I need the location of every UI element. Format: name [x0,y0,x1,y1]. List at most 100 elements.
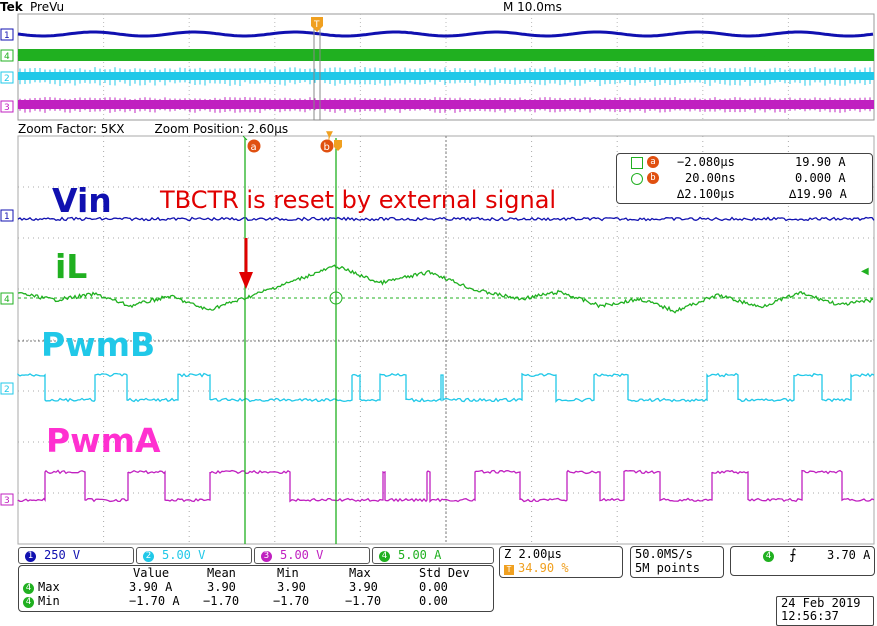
meas-header-mean: Mean [207,566,236,580]
circle-icon [631,173,643,185]
zoom-channel-markers: 1 4 2 3 [0,209,14,506]
measurement-mean: 3.90 [207,580,236,594]
record-length: 5M points [635,561,701,575]
zoom-position: Zoom Position: 2.60µs [154,122,289,136]
svg-text:1: 1 [4,212,10,222]
trigger-position: 34.90 % [518,561,569,575]
acquisition-mode: PreVu [30,0,65,14]
svg-text:3: 3 [4,496,10,506]
rising-edge-icon: ⨍ [789,547,797,563]
overview-trace-pwmb [18,72,874,80]
table-row: 4 Min −1.70 A −1.70 −1.70 −1.70 0.00 [23,594,489,608]
trigger-indicator-icon: ▼ [326,130,333,140]
trace-pwmb [17,372,875,403]
meas-header-value: Value [133,566,170,580]
cursor-a-time: −2.080µs [677,155,735,169]
measurement-value: −1.70 A [129,594,180,608]
trigger-level: 3.70 A [827,548,871,562]
measurements-table: Value Mean Min Max Std Dev 4 Max 3.90 A 3… [23,566,489,608]
channel-1-badge: 1 [25,551,36,562]
zoom-scale: Z 2.00µs [504,547,562,561]
overview-channel-markers: 1 4 2 3 [0,28,14,113]
date: 24 Feb 2019 [781,596,861,610]
cursor-b-time: 20.00ns [685,171,736,185]
measurement-name: Max [38,580,60,594]
svg-text:4: 4 [4,52,10,62]
channel-3-scale[interactable]: 3 5.00 V [254,547,370,564]
cursor-a-value: 19.90 A [795,155,846,169]
trace-vin [17,216,875,222]
measurement-max: −1.70 [345,594,382,608]
measurement-channel-badge: 4 [23,597,34,608]
sample-rate: 50.0MS/s [635,547,693,561]
trigger-icon: T [504,565,514,575]
channel-2-scale[interactable]: 2 5.00 V [136,547,252,564]
svg-text:4: 4 [4,295,10,305]
offscreen-arrow-icon: ◀ [861,266,869,277]
meas-header-stddev: Std Dev [419,566,470,580]
measurement-channel-badge: 4 [23,583,34,594]
channel-3-scale-value: 5.00 V [280,548,324,562]
timebase-readout[interactable]: M 10.0ms [503,0,562,14]
channel-4-scale[interactable]: 4 5.00 A [372,547,494,564]
label-pwmb: PwmB [41,325,155,364]
zoom-window: a b ▼ ◀ [17,130,875,545]
cursor-b-icon: b [647,172,659,184]
svg-text:b: b [324,142,330,153]
meas-header-min: Min [277,566,299,580]
measurement-min: −1.70 [273,594,310,608]
measurement-std: 0.00 [419,580,448,594]
channel-1-scale[interactable]: 1 250 V [18,547,134,564]
label-vin: Vin [52,181,112,220]
cursor-a-icon: a [647,156,659,168]
label-pwma: PwmA [46,421,161,460]
cursor-b-value: 0.000 A [795,171,846,185]
svg-text:3: 3 [4,103,10,113]
overview-trace-pwma [18,100,874,109]
cursor-a-marker[interactable]: a [247,139,261,154]
datetime-panel: 24 Feb 2019 12:56:37 [776,596,874,626]
square-icon [631,157,643,169]
status-bar: Tek PreVu M 10.0ms [0,0,877,14]
svg-text:2: 2 [4,385,10,395]
zoom-info: Zoom Factor: 5KX Zoom Position: 2.60µs [18,122,318,136]
label-il: iL [55,247,87,286]
measurement-min: 3.90 [277,580,306,594]
overview-window: T [17,13,875,121]
measurement-value: 3.90 A [129,580,173,594]
channel-3-badge: 3 [261,551,272,562]
annotation-title: TBCTR is reset by external signal [159,186,556,214]
cursor-delta-time: ∆2.100µs [677,187,735,201]
channel-4-scale-value: 5.00 A [398,548,442,562]
cursor-b-marker[interactable]: b [320,139,343,154]
channel-4-badge: 4 [379,551,390,562]
acquisition-panel[interactable]: 50.0MS/s 5M points [630,546,724,578]
cursor-delta-value: ∆19.90 A [789,187,847,201]
zoom-factor: Zoom Factor: 5KX [18,122,125,136]
cursor-b-crosshair [329,291,343,305]
red-arrow-icon [239,238,253,289]
trigger-position-marker[interactable]: T [311,17,323,32]
trace-il [17,264,874,314]
measurement-std: 0.00 [419,594,448,608]
trigger-channel-badge: 4 [763,551,774,562]
table-row: 4 Max 3.90 A 3.90 3.90 3.90 0.00 [23,580,489,594]
measurement-max: 3.90 [349,580,378,594]
brand-label: Tek [0,0,23,14]
svg-text:T: T [313,20,320,30]
trace-pwma [17,469,875,503]
meas-header-max: Max [349,566,371,580]
svg-text:2: 2 [4,74,10,84]
measurement-name: Min [38,594,60,608]
channel-1-scale-value: 250 V [44,548,81,562]
svg-text:1: 1 [4,31,10,41]
channel-2-scale-value: 5.00 V [162,548,206,562]
zoom-panel[interactable]: Z 2.00µs T 34.90 % [499,546,623,578]
measurements-panel: Value Mean Min Max Std Dev 4 Max 3.90 A 3… [18,565,494,612]
measurement-mean: −1.70 [203,594,240,608]
overview-trace-vin [17,30,874,38]
trigger-panel[interactable]: 4 ⨍ 3.70 A [730,546,875,576]
time: 12:56:37 [781,609,839,623]
svg-text:a: a [251,142,257,153]
